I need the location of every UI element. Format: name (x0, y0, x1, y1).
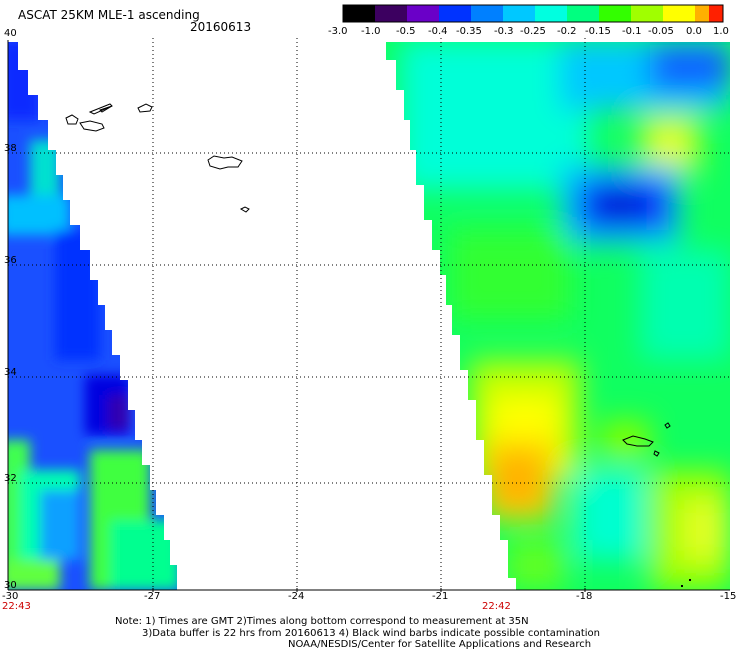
x-tick-label: -15 (720, 591, 737, 602)
colorbar-label: -0.2 (557, 26, 577, 37)
coastlines (65, 103, 671, 457)
y-tick-label: 32 (4, 473, 17, 484)
right-pass-time: 22:42 (482, 601, 511, 612)
colorbar-label: -0.05 (648, 26, 674, 37)
y-tick-label: 30 (4, 580, 17, 591)
colorbar-label: -3.0 (328, 26, 348, 37)
map-date: 20160613 (190, 20, 252, 34)
x-tick-label: -27 (144, 591, 161, 602)
y-tick-label: 40 (4, 28, 17, 39)
x-tick-label: -24 (288, 591, 305, 602)
map-title: ASCAT 25KM MLE-1 ascending (18, 8, 200, 22)
colorbar-label: -0.15 (585, 26, 611, 37)
left-swath (8, 42, 177, 590)
note-line-1: Note: 1) Times are GMT 2)Times along bot… (115, 616, 529, 627)
colorbar-label: -1.0 (361, 26, 381, 37)
colorbar-label: -0.3 (494, 26, 514, 37)
y-tick-label: 34 (4, 367, 17, 378)
colorbar-label: -0.35 (456, 26, 482, 37)
colorbar (342, 4, 724, 23)
colorbar-label: -0.5 (396, 26, 416, 37)
colorbar-label: -0.25 (520, 26, 546, 37)
colorbar-label: -0.1 (622, 26, 642, 37)
note-line-2: 3)Data buffer is 22 hrs from 20160613 4)… (142, 628, 600, 639)
y-tick-label: 36 (4, 255, 17, 266)
left-pass-time: 22:43 (2, 601, 31, 612)
x-tick-label: -30 (2, 591, 19, 602)
x-tick-label: -18 (576, 591, 593, 602)
right-swath (386, 42, 730, 590)
grid-lines (8, 38, 730, 590)
colorbar-label: 0.0 (686, 26, 702, 37)
y-tick-label: 38 (4, 143, 17, 154)
colorbar-label: -0.4 (428, 26, 448, 37)
axes-frame (7, 40, 730, 592)
colorbar-label: 1.0 (713, 26, 729, 37)
x-tick-label: -21 (432, 591, 449, 602)
contamination-marks (681, 579, 691, 587)
note-line-3: NOAA/NESDIS/Center for Satellite Applica… (288, 639, 592, 650)
